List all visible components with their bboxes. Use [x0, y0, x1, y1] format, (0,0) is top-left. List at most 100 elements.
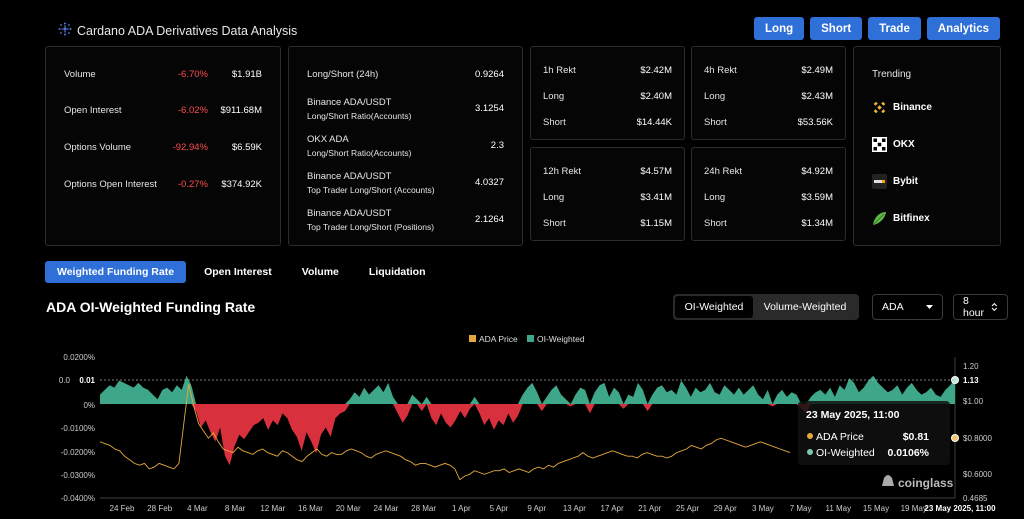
ratio-label: Long/Short (24h): [307, 69, 379, 80]
symbol-select[interactable]: ADA: [872, 294, 943, 320]
trade-button[interactable]: Trade: [868, 17, 921, 40]
rekt-total: $4.92M: [801, 166, 833, 177]
y-tick-label: -0.0400%: [61, 494, 95, 503]
x-tick-label: 29 Apr: [714, 504, 737, 513]
tooltip-price-label: ADA Price: [816, 431, 864, 443]
trending-label: Bitfinex: [893, 213, 930, 224]
x-tick-label: 15 May: [863, 504, 889, 513]
rekt-card-24h: 24h Rekt $4.92M Long $3.59M Short $1.34M: [691, 147, 846, 241]
trending-item-bybit[interactable]: Bybit: [872, 174, 918, 189]
stat-change: -6.70%: [177, 69, 208, 80]
tooltip-oi-value: 0.0106%: [888, 447, 930, 459]
rekt-short-label: Short: [543, 117, 566, 128]
rekt-long-label: Long: [543, 91, 565, 102]
rekt-short-value: $53.56K: [797, 117, 833, 128]
tab-volume[interactable]: Volume: [301, 266, 339, 278]
y-axis-left: 0.0200%0.010.00.0100%0%-0.0100%-0.0200%-…: [59, 353, 96, 503]
rekt-long-label: Long: [704, 192, 726, 203]
x-tick-label: 24 Mar: [373, 504, 398, 513]
x-tick-label: 21 Apr: [638, 504, 661, 513]
top-actions: Long Short Trade Analytics: [754, 17, 1000, 40]
caret-down-icon: [926, 304, 933, 309]
stat-change: -0.27%: [177, 179, 208, 190]
y-axis-right: 1.20 1.13 $1.00 $0.8000 $0.6000 0.4685: [954, 357, 992, 503]
x-tick-label: 17 Apr: [601, 504, 624, 513]
legend-swatch-oi: [527, 335, 534, 342]
tooltip-oi-dot: [807, 449, 813, 455]
analytics-button[interactable]: Analytics: [926, 17, 1000, 40]
long-button[interactable]: Long: [754, 17, 805, 40]
funding-positive-area: [100, 375, 955, 404]
rekt-short-label: Short: [704, 218, 727, 229]
page-title: Cardano ADA Derivatives Data Analysis: [77, 24, 298, 38]
rekt-short-value: $1.34M: [801, 218, 833, 229]
stat-label: Volume: [64, 69, 96, 80]
rekt-total: $2.42M: [640, 65, 672, 76]
rekt-card-4h: 4h Rekt $2.49M Long $2.43M Short $53.56K: [691, 46, 846, 140]
x-tick-label: 7 May: [790, 504, 812, 513]
stat-value: $374.92K: [221, 179, 262, 190]
chart-legend: ADA Price OI-Weighted: [469, 334, 585, 344]
interval-select[interactable]: 8 hour: [953, 294, 1008, 320]
short-button[interactable]: Short: [810, 17, 863, 40]
ada-price-line: [99, 383, 791, 481]
tab-liquidation[interactable]: Liquidation: [368, 266, 426, 278]
x-tick-label: 11 May: [825, 504, 851, 513]
rekt-period: 12h Rekt: [543, 166, 582, 177]
x-tick-label: 28 Feb: [147, 504, 172, 513]
header: Cardano ADA Derivatives Data Analysis Lo…: [0, 0, 1024, 44]
weighting-toggle: OI-Weighted Volume-Weighted: [673, 294, 859, 320]
stat-change: -92.94%: [172, 142, 208, 153]
ratio-value: 0.9264: [474, 69, 504, 80]
x-tick-label: 19 May: [901, 504, 927, 513]
trending-item-bitfinex[interactable]: Bitfinex: [872, 211, 930, 226]
y-right-tick-label: $1.00: [963, 397, 984, 406]
rekt-long-value: $3.41M: [640, 192, 672, 203]
trending-item-binance[interactable]: Binance: [872, 100, 932, 115]
y-tick-label: -0.0200%: [61, 448, 95, 457]
volume-weighted-option[interactable]: Volume-Weighted: [763, 301, 847, 313]
tab-open-interest[interactable]: Open Interest: [204, 266, 272, 278]
trending-item-okx[interactable]: OKX: [872, 137, 915, 152]
market-stats-card: Volume -6.70% $1.91B Open Interest -6.02…: [45, 46, 281, 246]
rekt-total: $2.49M: [801, 65, 833, 76]
y-tick-label: -0.0300%: [61, 471, 95, 480]
rekt-short-value: $1.15M: [640, 218, 672, 229]
ratio-sublabel: Top Trader Long/Short (Accounts): [307, 185, 435, 195]
rekt-long-label: Long: [543, 192, 565, 203]
x-tick-label: 4 Mar: [187, 504, 208, 513]
y-tick-label: -0.0100%: [61, 424, 95, 433]
stat-value: $1.91B: [231, 69, 262, 80]
x-tick-label: 3 May: [752, 504, 774, 513]
stat-label: Options Volume: [64, 142, 132, 153]
x-tick-label: 12 Mar: [260, 504, 285, 513]
y-right-tick-label: $0.8000: [963, 434, 992, 443]
ratio-value: 4.0327: [474, 177, 504, 188]
tooltip: 23 May 2025, 11:00 ADA Price $0.81 OI-We…: [798, 401, 950, 465]
stat-label: Options Open Interest: [64, 179, 157, 190]
y-right-tick-label: $0.6000: [963, 470, 992, 479]
symbol-select-value: ADA: [882, 301, 904, 313]
stat-change: -6.02%: [177, 105, 208, 116]
trending-label: OKX: [893, 139, 915, 150]
legend-label-price: ADA Price: [479, 334, 518, 344]
x-tick-label: 13 Apr: [563, 504, 586, 513]
binance-icon: [873, 101, 886, 114]
ratio-sublabel: Long/Short Ratio(Accounts): [307, 111, 412, 121]
rekt-long-label: Long: [704, 91, 726, 102]
x-tick-label: 28 Mar: [411, 504, 436, 513]
rekt-long-value: $2.40M: [640, 91, 672, 102]
legend-swatch-price: [469, 335, 476, 342]
coinglass-watermark: coinglass: [882, 475, 954, 490]
oi-weighted-option[interactable]: OI-Weighted: [675, 296, 753, 318]
rekt-period: 4h Rekt: [704, 65, 737, 76]
y-tick-label: 0.01: [79, 376, 95, 385]
x-tick-label: 16 Mar: [298, 504, 323, 513]
y-tick-label: 0.0200%: [63, 353, 95, 362]
x-tick-label: 1 Apr: [452, 504, 471, 513]
ratio-value: 2.1264: [474, 214, 504, 225]
legend-label-oi: OI-Weighted: [537, 334, 585, 344]
bitfinex-leaf-icon: [872, 212, 886, 226]
y-right-tick-label: 1.20: [963, 362, 979, 371]
tab-weighted-funding-rate[interactable]: Weighted Funding Rate: [45, 261, 187, 283]
